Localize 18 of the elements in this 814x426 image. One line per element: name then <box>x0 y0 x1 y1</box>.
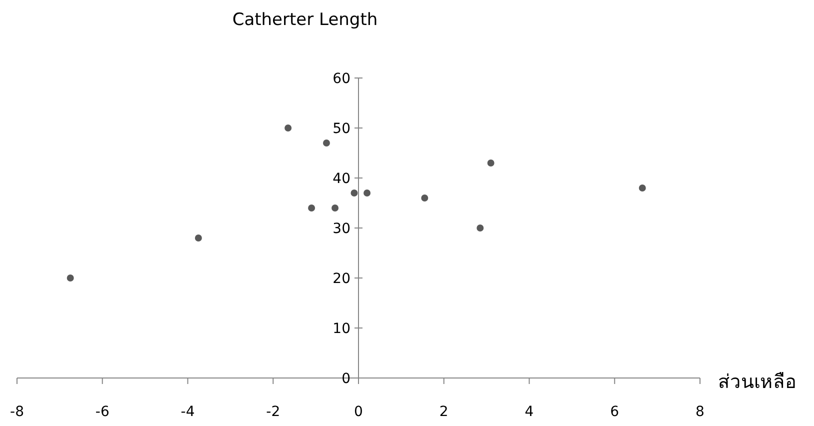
xtick: 4 <box>524 404 534 420</box>
ytick: 60 <box>332 71 350 87</box>
ytick: 40 <box>332 171 350 187</box>
xlabel: ส่วนเหลือ <box>718 371 796 393</box>
xtick: -4 <box>180 404 195 420</box>
xtick: 6 <box>610 404 620 420</box>
ytick: 20 <box>332 271 350 287</box>
ytick: 50 <box>332 121 350 137</box>
ytick: 10 <box>332 321 350 337</box>
xtick: -2 <box>266 404 280 420</box>
xtick: -6 <box>95 404 110 420</box>
ytick: 0 <box>342 371 350 387</box>
xtick: 2 <box>439 404 448 420</box>
xtick: 0 <box>354 404 363 420</box>
xtick: 8 <box>696 404 704 420</box>
xtick: -8 <box>10 404 24 420</box>
ytick: 30 <box>332 221 350 237</box>
title: Catherter Length <box>232 10 378 30</box>
